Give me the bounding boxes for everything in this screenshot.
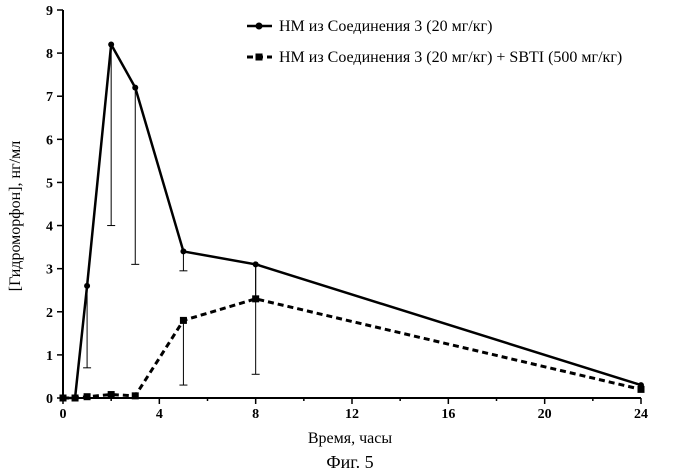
x-tick-label: 8 (252, 407, 259, 422)
data-point (179, 316, 187, 324)
series-lines (63, 43, 642, 400)
axes (62, 10, 641, 399)
data-point (107, 391, 115, 399)
data-point (83, 393, 91, 401)
y-tick-label: 5 (46, 176, 53, 191)
series-line-2 (63, 297, 642, 400)
y-tick-label: 2 (46, 306, 53, 321)
legend-marker (255, 53, 263, 61)
legend: HM из Соединения 3 (20 мг/кг) HM из Соеди… (247, 18, 622, 66)
y-tick-label: 3 (46, 263, 53, 278)
x-tick-label: 12 (345, 407, 359, 422)
data-point (252, 295, 260, 303)
x-tick-label: 20 (538, 407, 552, 422)
data-point (108, 41, 115, 48)
legend-label-2: HM из Соединения 3 (20 мг/кг) + SBTI (50… (279, 49, 622, 66)
data-point (252, 261, 259, 268)
figure-caption: Фиг. 5 (326, 452, 373, 472)
x-tick-label: 0 (60, 407, 67, 422)
y-tick-label: 0 (46, 392, 53, 407)
y-tick-label: 1 (46, 349, 53, 364)
y-tick-label: 6 (46, 133, 53, 148)
legend-label-1: HM из Соединения 3 (20 мг/кг) (279, 18, 492, 35)
y-tick-label: 7 (46, 90, 53, 105)
data-point (71, 394, 79, 402)
data-point (59, 394, 67, 402)
data-point (131, 392, 139, 400)
x-tick-label: 24 (634, 407, 648, 422)
y-tick-label: 4 (46, 220, 53, 235)
data-point (637, 385, 645, 393)
data-point (132, 84, 139, 91)
x-ticks: 0 4 8 12 16 20 24 (60, 398, 648, 422)
x-tick-label: 16 (441, 407, 455, 422)
y-tick-label: 9 (46, 4, 53, 19)
legend-marker (255, 22, 263, 30)
y-axis-title: [Гидроморфон], нг/мл (7, 141, 24, 291)
series-markers (59, 41, 645, 402)
x-axis-title: Время, часы (308, 430, 393, 447)
y-tick-label: 8 (46, 47, 53, 62)
x-tick-label: 4 (156, 407, 163, 422)
series-line-1 (63, 43, 642, 400)
y-ticks: 0 1 2 3 4 5 6 7 8 9 (46, 4, 63, 407)
data-point (84, 282, 91, 289)
data-point (180, 248, 187, 255)
